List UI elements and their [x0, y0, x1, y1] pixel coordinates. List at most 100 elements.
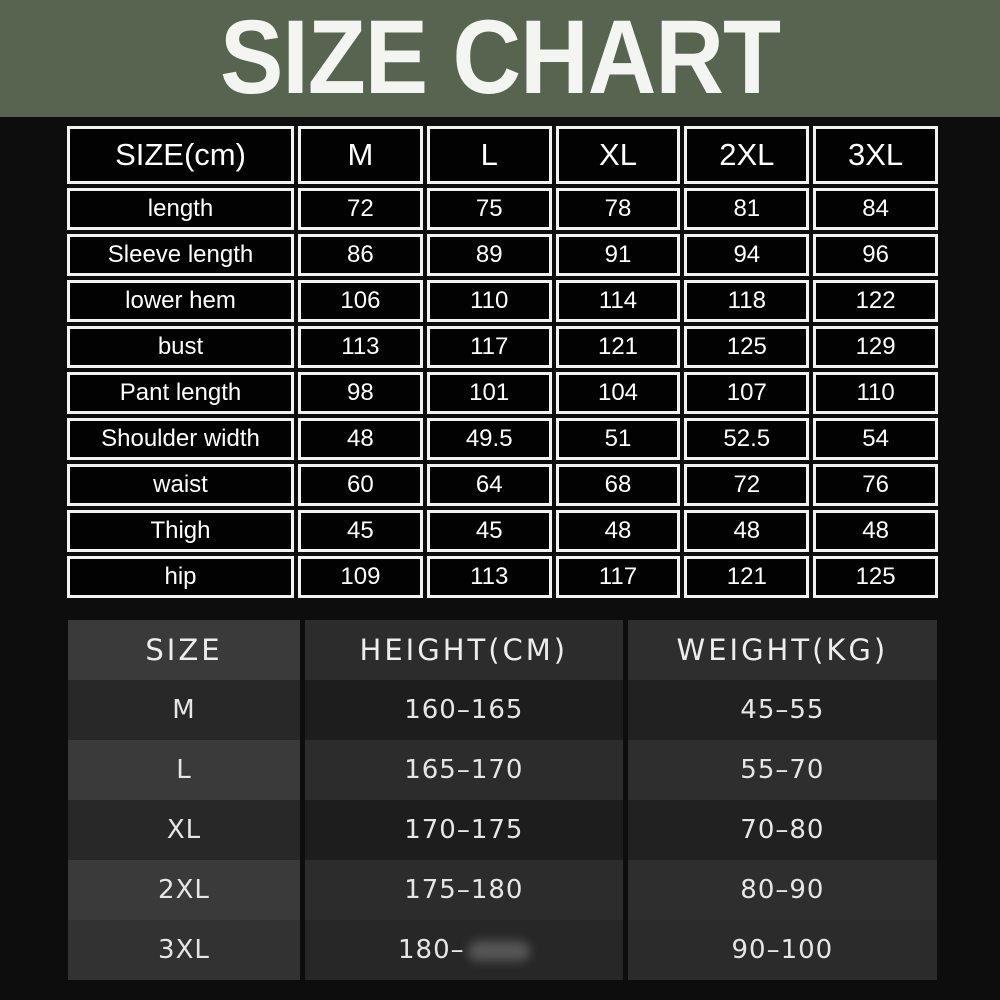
measurement-row: length 72 75 78 81 84 — [67, 188, 938, 230]
size-column-header-cell: 2XL — [684, 126, 810, 184]
height-range-cell-text: 170–175 — [404, 815, 524, 845]
height-range-cell-text: 180– — [398, 935, 465, 965]
size-cell: L — [68, 740, 300, 800]
measurement-value-cell: 109 — [298, 556, 423, 598]
height-range-cell-text: 160–165 — [404, 695, 524, 725]
measurement-value-cell: 117 — [426, 326, 552, 368]
measurement-value-cell: 122 — [813, 280, 938, 322]
fit-guide-header-cell: WEIGHT(KG) — [627, 620, 937, 680]
measurement-value-cell: 104 — [555, 372, 681, 414]
measurements-header-row: SIZE(cm) M L XL 2XL 3XL — [67, 126, 938, 184]
measurement-value-cell: 125 — [684, 326, 810, 368]
size-chart-banner: SIZE CHART — [0, 0, 1000, 117]
measurement-value-cell: 117 — [555, 556, 681, 598]
fit-guide-row: 2XL 175–180 80–90 — [68, 860, 937, 920]
measurement-value-cell: 91 — [555, 234, 681, 276]
measurement-value-cell: 48 — [813, 510, 938, 552]
weight-range-cell: 70–80 — [627, 800, 937, 860]
measurement-value-cell: 48 — [684, 510, 810, 552]
measurement-label-cell: waist — [67, 464, 294, 506]
measurement-label-cell: lower hem — [67, 280, 294, 322]
height-range-cell: 160–165 — [304, 680, 623, 740]
measurement-value-cell: 68 — [555, 464, 681, 506]
size-cell: M — [68, 680, 300, 740]
height-range-cell: 180– — [304, 920, 623, 980]
measurement-value-cell: 118 — [684, 280, 810, 322]
measurement-value-cell: 75 — [426, 188, 552, 230]
measurement-label-cell: Pant length — [67, 372, 294, 414]
height-range-cell: 170–175 — [304, 800, 623, 860]
size-column-header-cell: 3XL — [813, 126, 938, 184]
measurement-value-cell: 51 — [555, 418, 681, 460]
measurement-value-cell: 121 — [555, 326, 681, 368]
fit-guide-table: SIZE HEIGHT(CM) WEIGHT(KG) M 160–165 45–55 L 16… — [63, 620, 942, 980]
size-cell: XL — [68, 800, 300, 860]
measurement-value-cell: 94 — [684, 234, 810, 276]
measurement-value-cell: 49.5 — [426, 418, 552, 460]
measurement-value-cell: 106 — [298, 280, 423, 322]
measurement-row: Shoulder width 48 49.5 51 52.5 54 — [67, 418, 938, 460]
measurement-row: Sleeve length 86 89 91 94 96 — [67, 234, 938, 276]
weight-range-cell-text: 55–70 — [740, 755, 825, 785]
measurement-value-cell: 114 — [555, 280, 681, 322]
size-cell-text: M — [172, 695, 196, 725]
measurement-value-cell: 96 — [813, 234, 938, 276]
measurement-label-cell: bust — [67, 326, 294, 368]
measurement-value-cell: 78 — [555, 188, 681, 230]
measurement-value-cell: 101 — [426, 372, 552, 414]
measurement-value-cell: 48 — [298, 418, 423, 460]
measurement-value-cell: 113 — [298, 326, 423, 368]
measurement-label-cell: length — [67, 188, 294, 230]
measurement-value-cell: 84 — [813, 188, 938, 230]
size-cell-text: 2XL — [158, 875, 210, 905]
measurement-value-cell: 129 — [813, 326, 938, 368]
measurement-value-cell: 72 — [298, 188, 423, 230]
height-range-cell-text: 165–170 — [404, 755, 524, 785]
measurement-value-cell: 76 — [813, 464, 938, 506]
measurement-value-cell: 89 — [426, 234, 552, 276]
measurement-label-cell: Thigh — [67, 510, 294, 552]
measurement-value-cell: 121 — [684, 556, 810, 598]
measurement-row: Pant length 98 101 104 107 110 — [67, 372, 938, 414]
measurement-row: hip 109 113 117 121 125 — [67, 556, 938, 598]
size-column-header-cell: XL — [555, 126, 681, 184]
weight-range-cell-text: 45–55 — [740, 695, 825, 725]
measurement-value-cell: 45 — [426, 510, 552, 552]
weight-range-cell: 55–70 — [627, 740, 937, 800]
measurements-section: SIZE(cm) M L XL 2XL 3XL length 72 75 78 81 84 Sleeve… — [0, 117, 1000, 602]
measurements-table: SIZE(cm) M L XL 2XL 3XL length 72 75 78 81 84 Sleeve… — [63, 122, 942, 602]
fit-guide-row: M 160–165 45–55 — [68, 680, 937, 740]
measurement-value-cell: 125 — [813, 556, 938, 598]
measurement-value-cell: 48 — [555, 510, 681, 552]
weight-range-cell-text: 80–90 — [740, 875, 825, 905]
measurement-value-cell: 110 — [426, 280, 552, 322]
measurement-value-cell: 54 — [813, 418, 938, 460]
fit-guide-section: SIZE HEIGHT(CM) WEIGHT(KG) M 160–165 45–55 L 16… — [0, 602, 1000, 980]
measurement-value-cell: 60 — [298, 464, 423, 506]
measurement-value-cell: 64 — [426, 464, 552, 506]
size-cell-text: L — [176, 755, 192, 785]
measurement-row: lower hem 106 110 114 118 122 — [67, 280, 938, 322]
blurred-patch — [467, 940, 530, 961]
measurement-label-cell: hip — [67, 556, 294, 598]
size-cell: 3XL — [68, 920, 300, 980]
size-column-header-cell: L — [426, 126, 552, 184]
size-cell-text: 3XL — [158, 935, 210, 965]
fit-guide-row: XL 170–175 70–80 — [68, 800, 937, 860]
fit-guide-header-cell: SIZE — [68, 620, 300, 680]
size-column-header-cell: M — [298, 126, 423, 184]
fit-guide-header-cell: HEIGHT(CM) — [304, 620, 623, 680]
measurement-row: Thigh 45 45 48 48 48 — [67, 510, 938, 552]
weight-range-cell-text: 70–80 — [740, 815, 825, 845]
measurement-value-cell: 98 — [298, 372, 423, 414]
measurement-value-cell: 72 — [684, 464, 810, 506]
weight-range-cell: 90–100 — [627, 920, 937, 980]
measurement-value-cell: 45 — [298, 510, 423, 552]
height-range-cell: 165–170 — [304, 740, 623, 800]
measurement-row: waist 60 64 68 72 76 — [67, 464, 938, 506]
size-cell-text: XL — [166, 815, 202, 845]
measurement-value-cell: 110 — [813, 372, 938, 414]
page-title: SIZE CHART — [220, 0, 781, 117]
weight-range-cell: 45–55 — [627, 680, 937, 740]
weight-range-cell: 80–90 — [627, 860, 937, 920]
